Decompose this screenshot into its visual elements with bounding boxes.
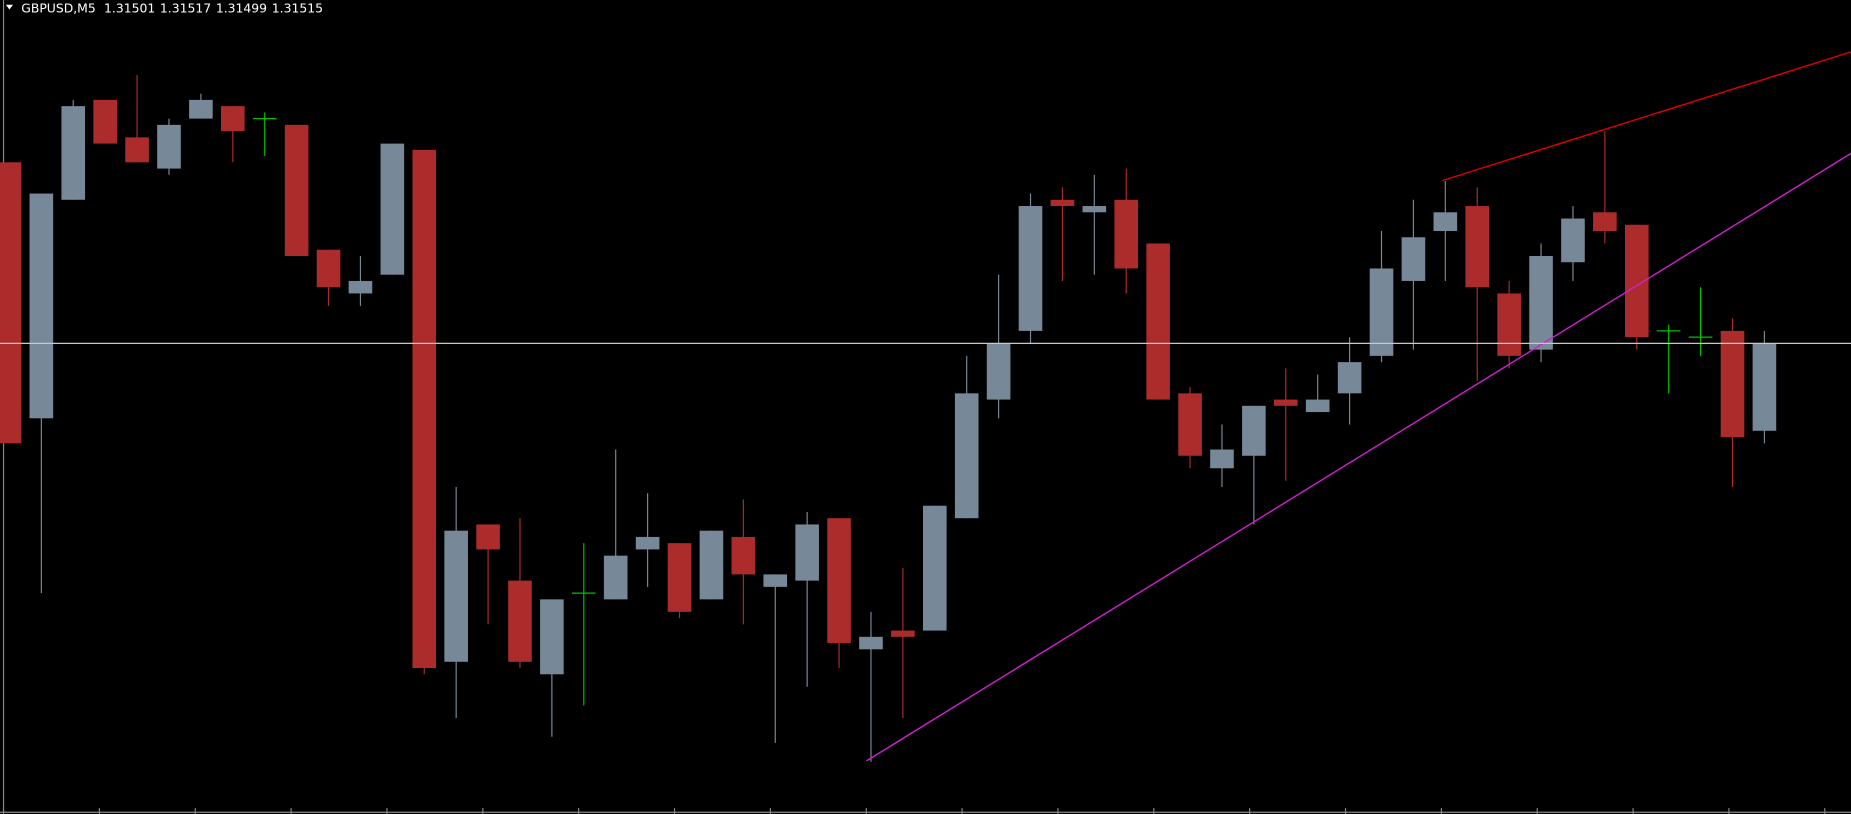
candle-body [380, 143, 405, 275]
candle-body [763, 574, 788, 587]
candle-body [125, 137, 149, 163]
candle-body [157, 124, 181, 169]
candle-body [29, 193, 54, 419]
candle-body [1752, 343, 1777, 431]
candle-body [603, 555, 628, 600]
candle-body [1018, 206, 1043, 331]
trend-line-red [1442, 51, 1851, 182]
candle-body [1114, 199, 1139, 269]
candle-body [1720, 330, 1745, 438]
candle-body [189, 99, 213, 119]
candle-body [827, 518, 851, 644]
trend-line-magenta [866, 152, 1851, 762]
candle-body [348, 280, 373, 294]
candle-body [699, 530, 724, 600]
candle-body [1593, 212, 1617, 232]
candle-body [667, 543, 692, 612]
time-ticks [2, 808, 1826, 814]
symbol: GBPUSD,M5 [21, 0, 95, 15]
candle-body [986, 343, 1011, 400]
candle-body [1210, 449, 1234, 469]
candle-body [61, 106, 86, 200]
candle-body [1401, 237, 1426, 281]
candle-body [1433, 212, 1458, 232]
candle-body [1369, 268, 1394, 356]
candle-body [954, 393, 979, 519]
menu-arrow[interactable] [5, 4, 13, 10]
candle-body [922, 505, 947, 631]
candle-body [316, 249, 341, 288]
candle-body [1178, 393, 1202, 456]
close: 1.31515 [272, 0, 323, 15]
candle-body [1529, 255, 1553, 350]
candle-body [444, 530, 468, 662]
candle-body [1082, 206, 1107, 213]
candle-body [1561, 218, 1585, 263]
header-quote: GBPUSD,M5 1.31501 1.31517 1.31499 1.31515 [21, 0, 323, 15]
candle-body [1273, 399, 1298, 406]
candle-body [1465, 206, 1490, 288]
candle-body [284, 124, 309, 256]
candle-body [731, 536, 756, 575]
candle-body [412, 149, 437, 669]
candle-body [859, 636, 883, 650]
candle-body [1497, 293, 1521, 356]
open: 1.31501 [104, 0, 155, 15]
candle-body [1050, 199, 1075, 207]
candle-body [220, 106, 245, 132]
candle-body [93, 99, 117, 144]
candle-body [0, 162, 22, 444]
candle-body [1624, 224, 1649, 338]
candle-body [540, 599, 564, 675]
candles [0, 74, 1777, 762]
candle-body [891, 630, 915, 637]
high: 1.31517 [160, 0, 211, 15]
candle-body [1337, 362, 1362, 394]
candle-body [635, 536, 660, 550]
candle-body [476, 524, 500, 550]
candle-body [1242, 405, 1266, 456]
candle-body [508, 580, 532, 662]
candle-body [1305, 399, 1330, 413]
candle-body [795, 524, 819, 581]
candle-body [1146, 243, 1170, 400]
low: 1.31499 [216, 0, 267, 15]
